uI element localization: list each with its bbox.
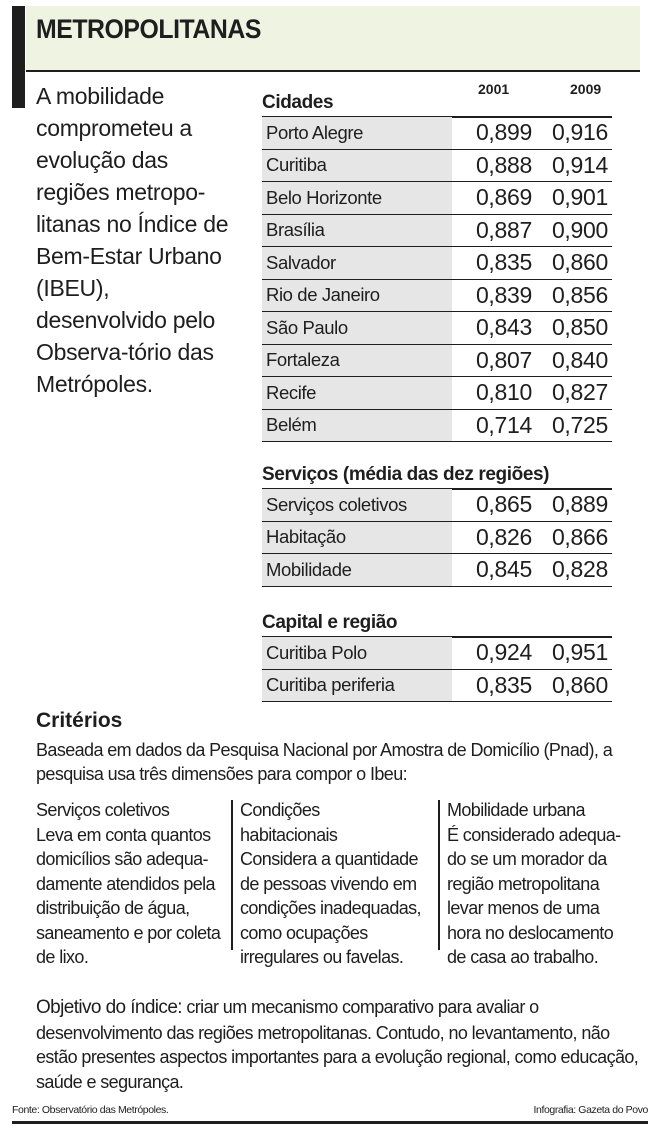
value-2009: 0,856 (551, 281, 608, 308)
value-2001: 0,810 (475, 379, 532, 406)
row-label: Habitação (262, 521, 452, 553)
value-2001: 0,899 (475, 119, 532, 146)
intro-text: A mobilidade comprometeu a evolução das … (36, 83, 229, 397)
value-2009: 0,840 (551, 346, 608, 373)
graphics-credit: Infografia: Gazeta do Povo (533, 1104, 648, 1116)
value-2009: 0,900 (551, 216, 608, 243)
row-label: Recife (262, 377, 452, 409)
table-row: Curitiba 0,888 0,914 (262, 149, 612, 182)
section-rows: Curitiba Polo 0,924 0,951 Curitiba periferi… (262, 637, 612, 702)
criteria-body: Leva em conta quantos domicílios são ade… (36, 824, 221, 968)
section-header: Serviços (média das dez regiões) (262, 464, 612, 490)
source-credit: Fonte: Observatório das Metrópoles. (12, 1104, 169, 1116)
table-row: Belém 0,714 0,725 (262, 409, 612, 442)
table-row: Porto Alegre 0,899 0,916 (262, 117, 612, 150)
row-label: Curitiba (262, 149, 452, 181)
value-2009: 0,827 (551, 379, 608, 406)
value-2001: 0,887 (475, 216, 532, 243)
column-header-2009: 2009 (570, 81, 602, 97)
value-2009: 0,866 (551, 523, 608, 550)
criteria-text: Baseada em dados da Pesquisa Nacional po… (36, 740, 613, 784)
value-2001: 0,826 (475, 523, 532, 550)
table-row: Belo Horizonte 0,869 0,901 (262, 182, 612, 215)
section-rows: Serviços coletivos 0,865 0,889 Habitação 0,8… (262, 489, 612, 587)
row-label: Fortaleza (262, 344, 452, 376)
table-row: Curitiba periferia 0,835 0,860 (262, 669, 612, 702)
value-2001: 0,835 (475, 671, 532, 698)
row-label: Serviços coletivos (262, 489, 452, 521)
section-rows: Porto Alegre 0,899 0,916 Curitiba 0,888 0,914… (262, 117, 612, 442)
value-2001: 0,845 (475, 556, 532, 583)
value-2001: 0,807 (475, 346, 532, 373)
value-2009: 0,916 (551, 119, 608, 146)
value-2001: 0,714 (475, 411, 532, 438)
table-row: Mobilidade 0,845 0,828 (262, 554, 612, 587)
accent-bar (12, 6, 25, 108)
criteria-body: Considera a quantidade de pessoas vivend… (240, 849, 422, 967)
footer: Fonte: Observatório das Metrópoles. Info… (12, 1104, 648, 1124)
value-2009: 0,725 (551, 411, 608, 438)
value-2009: 0,860 (551, 671, 608, 698)
table-row: Brasília 0,887 0,900 (262, 214, 612, 247)
row-label: Brasília (262, 214, 452, 246)
value-2001: 0,888 (475, 151, 532, 178)
value-2009: 0,860 (551, 249, 608, 276)
column-divider (231, 800, 233, 950)
table-row: Salvador 0,835 0,860 (262, 247, 612, 280)
criteria-column-condicoes: Condições habitacionais Considera a quan… (240, 798, 432, 970)
objective-label: Objetivo do índice: (36, 997, 183, 1018)
section-header: Capital e região (262, 612, 612, 638)
objective-text: criar um mecanismo comparativo para aval… (36, 997, 639, 1092)
value-2009: 0,901 (551, 184, 608, 211)
value-2009: 0,828 (551, 556, 608, 583)
row-label: Salvador (262, 247, 452, 279)
row-label: Rio de Janeiro (262, 279, 452, 311)
table-row: São Paulo 0,843 0,850 (262, 312, 612, 345)
table-row: Rio de Janeiro 0,839 0,856 (262, 279, 612, 312)
table-row: Serviços coletivos 0,865 0,889 (262, 489, 612, 522)
row-label: Porto Alegre (262, 117, 452, 149)
value-2001: 0,835 (475, 249, 532, 276)
row-label: São Paulo (262, 312, 452, 344)
value-2009: 0,951 (551, 639, 608, 666)
value-2009: 0,850 (551, 314, 608, 341)
row-label: Mobilidade (262, 554, 452, 586)
value-2001: 0,839 (475, 281, 532, 308)
row-label: Belém (262, 409, 452, 441)
table-row: Habitação 0,826 0,866 (262, 521, 612, 554)
table-row: Recife 0,810 0,827 (262, 377, 612, 410)
page-title: METROPOLITANAS (36, 14, 261, 44)
criteria-title: Critérios (36, 709, 123, 732)
criteria-column-servicos: Serviços coletivos Leva em conta quantos… (36, 798, 226, 970)
criteria-heading: Serviços coletivos (36, 800, 170, 820)
section-header: Cidades (262, 92, 612, 118)
criteria-body: É considerado adequa-do se um morador da… (447, 824, 621, 968)
column-divider (438, 800, 440, 950)
table-row: Curitiba Polo 0,924 0,951 (262, 637, 612, 670)
row-label: Curitiba periferia (262, 669, 452, 701)
value-2001: 0,865 (475, 491, 532, 518)
criteria-heading: Mobilidade urbana (447, 800, 586, 820)
objective-paragraph: Objetivo do índice: criar um mecanismo c… (36, 995, 646, 1094)
column-header-2001: 2001 (478, 81, 510, 97)
value-2009: 0,889 (551, 491, 608, 518)
row-label: Curitiba Polo (262, 637, 452, 669)
value-2001: 0,843 (475, 314, 532, 341)
value-2009: 0,914 (551, 151, 608, 178)
table-row: Fortaleza 0,807 0,840 (262, 344, 612, 377)
title-bar (26, 6, 640, 72)
value-2001: 0,869 (475, 184, 532, 211)
row-label: Belo Horizonte (262, 182, 452, 214)
criteria-heading: Condições habitacionais (240, 800, 338, 845)
criteria-column-mobilidade: Mobilidade urbana É considerado adequa-d… (447, 798, 635, 970)
value-2001: 0,924 (475, 639, 532, 666)
